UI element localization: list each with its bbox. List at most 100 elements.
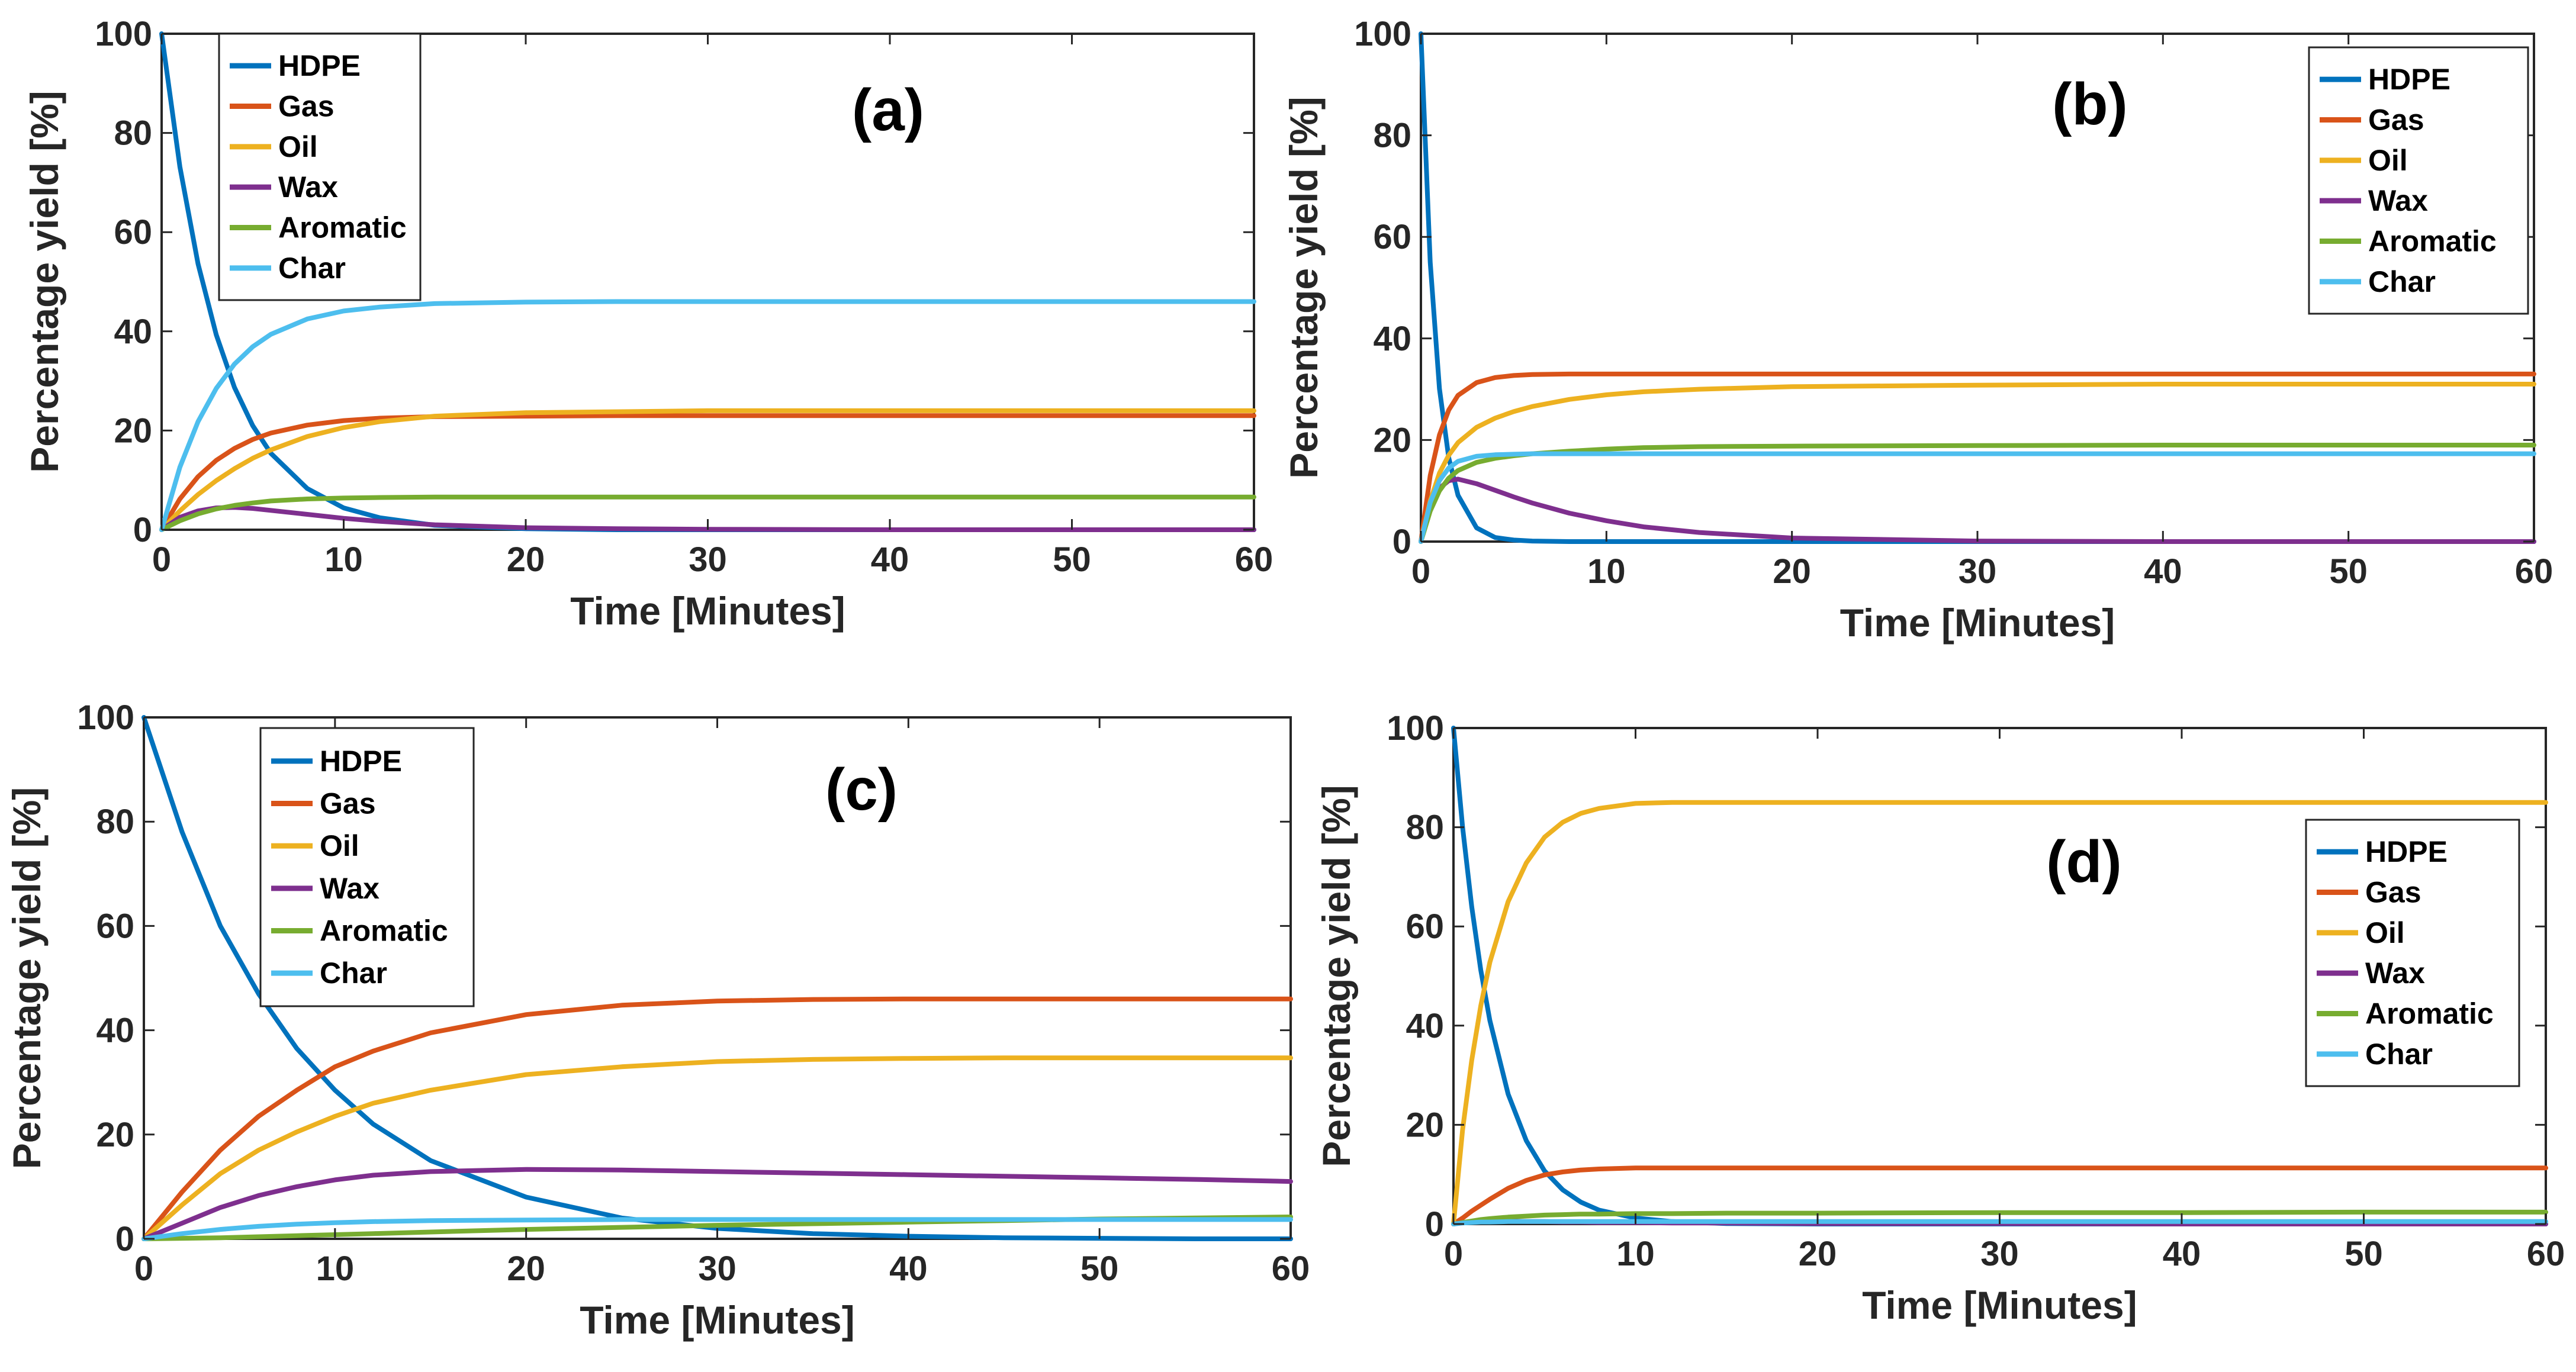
x-tick-label: 30 [1980, 1235, 2019, 1273]
y-tick-label: 0 [133, 511, 152, 549]
y-tick-label: 0 [1392, 523, 1411, 561]
legend-entry-wax: Wax [230, 170, 338, 204]
y-tick-label: 80 [96, 803, 134, 841]
legend-label: HDPE [2365, 835, 2448, 868]
legend-entry-char: Char [2320, 265, 2436, 298]
legend-entry-aromatic: Aromatic [230, 211, 407, 244]
panel-a: 0 10 20 30 40 50 60 0 20 40 60 80 100 Time [Minutes] P… [22, 15, 1273, 633]
panel-d: 0 10 20 30 40 50 60 0 20 40 60 80 100 Time [Minutes] P… [1314, 709, 2565, 1327]
y-tick-label: 100 [95, 15, 152, 53]
legend-entry-wax: Wax [271, 872, 380, 905]
series-line-char [159, 299, 1256, 532]
legend-entry-oil: Oil [2317, 916, 2405, 949]
legend-entry-char: Char [271, 956, 387, 990]
legend-label: Gas [278, 90, 335, 123]
x-tick-label: 60 [1272, 1249, 1310, 1288]
y-tick-label: 20 [1406, 1106, 1444, 1144]
legend-label: Wax [278, 170, 338, 204]
y-tick-label: 100 [77, 698, 134, 737]
series-line-aromatic [1451, 1209, 2548, 1226]
x-tick-label: 10 [1616, 1235, 1655, 1273]
legend-label: Aromatic [2365, 997, 2494, 1030]
series-line-gas [141, 996, 1293, 1241]
legend-label: Gas [2368, 104, 2424, 137]
panel-label: (d) [2046, 829, 2122, 895]
panel-label: (b) [2052, 71, 2128, 137]
x-tick-label: 60 [1235, 540, 1273, 579]
legend-box [2308, 46, 2529, 315]
y-tick-label: 0 [1425, 1205, 1444, 1244]
y-axis-label: Percentage yield [%] [22, 91, 66, 473]
y-tick-label: 40 [96, 1012, 134, 1050]
legend-entry-oil: Oil [230, 130, 318, 163]
x-tick-label: 20 [507, 540, 545, 579]
y-tick-label: 100 [1354, 15, 1411, 53]
y-tick-label: 80 [1406, 809, 1444, 847]
legend-label: Wax [320, 872, 380, 905]
x-tick-label: 60 [2515, 552, 2554, 591]
panel-b: 0 10 20 30 40 50 60 0 20 40 60 80 100 Time [Minutes] P… [1282, 15, 2553, 645]
series-line-gas [159, 413, 1256, 532]
legend-label: HDPE [278, 49, 361, 82]
legend-entry-oil: Oil [2320, 144, 2408, 177]
y-tick-label: 80 [1373, 117, 1411, 155]
panel-label: (a) [852, 77, 924, 143]
x-tick-label: 40 [889, 1249, 928, 1288]
series-line-oil [1419, 382, 2536, 544]
legend-entry-aromatic: Aromatic [2320, 225, 2497, 258]
series-line-oil [1451, 800, 2548, 1226]
legend-box [218, 33, 422, 301]
legend-label: Char [2368, 265, 2436, 298]
series-line-gas [1419, 371, 2536, 544]
legend-box [2305, 819, 2520, 1087]
legend-entry-aromatic: Aromatic [2317, 997, 2494, 1030]
x-axis-label: Time [Minutes] [580, 1298, 854, 1342]
x-tick-label: 50 [1080, 1249, 1119, 1288]
legend-entry-oil: Oil [271, 829, 359, 862]
series-line-aromatic [159, 494, 1256, 532]
y-tick-label: 100 [1387, 709, 1444, 748]
legend-label: Wax [2368, 184, 2428, 217]
x-tick-label: 50 [2345, 1235, 2383, 1273]
legend-entry-hdpe: HDPE [271, 745, 402, 778]
legend-label: Oil [2368, 144, 2408, 177]
x-tick-label: 40 [871, 540, 909, 579]
x-tick-label: 50 [1053, 540, 1091, 579]
y-tick-label: 40 [1373, 320, 1411, 358]
x-tick-label: 30 [689, 540, 727, 579]
legend-label: Aromatic [278, 211, 407, 244]
x-tick-label: 20 [1799, 1235, 1837, 1273]
legend-label: Aromatic [2368, 225, 2497, 258]
legend-label: Gas [2365, 876, 2421, 909]
legend-entry-wax: Wax [2320, 184, 2428, 217]
legend-entry-gas: Gas [2320, 104, 2424, 137]
legend-label: HDPE [2368, 63, 2450, 96]
series-line-oil [141, 1055, 1293, 1241]
legend-entry-char: Char [2317, 1038, 2433, 1071]
legend-label: Aromatic [320, 914, 448, 948]
y-tick-label: 20 [96, 1116, 134, 1154]
y-tick-label: 20 [1373, 421, 1411, 459]
series-line-hdpe [141, 715, 1293, 1241]
x-tick-label: 20 [1773, 552, 1811, 591]
x-tick-label: 0 [152, 540, 171, 579]
series-line-wax [141, 1167, 1293, 1241]
x-tick-label: 20 [507, 1249, 545, 1288]
x-tick-label: 0 [1444, 1235, 1463, 1273]
legend-entry-hdpe: HDPE [2320, 63, 2450, 96]
x-tick-label: 10 [324, 540, 363, 579]
series-line-char [1419, 451, 2536, 544]
legend-entry-aromatic: Aromatic [271, 914, 448, 948]
legend-entry-gas: Gas [271, 787, 376, 820]
panel-label: (c) [825, 756, 898, 823]
legend: HDPE Gas Oil Wax Aromatic Char [2308, 46, 2529, 315]
y-tick-label: 40 [1406, 1007, 1444, 1045]
x-tick-label: 30 [1958, 552, 1997, 591]
y-axis-label: Percentage yield [%] [1314, 785, 1358, 1167]
y-tick-label: 20 [114, 411, 152, 450]
x-axis-label: Time [Minutes] [570, 589, 845, 633]
legend-label: Wax [2365, 956, 2425, 990]
y-tick-label: 0 [115, 1220, 134, 1258]
legend-label: Oil [2365, 916, 2405, 949]
